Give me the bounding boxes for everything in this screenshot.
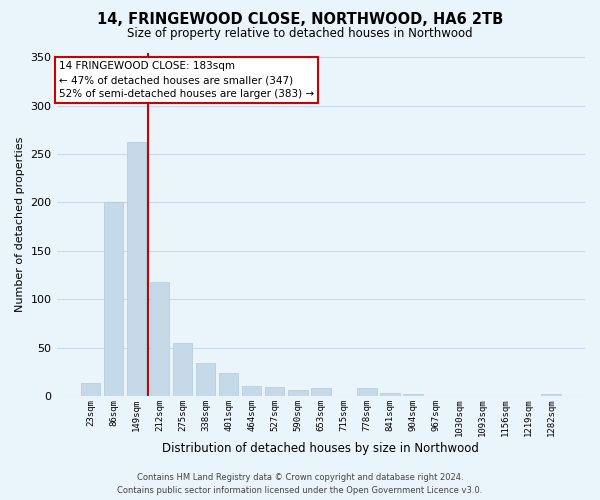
Bar	[196, 363, 215, 396]
Bar	[311, 388, 331, 396]
Bar	[288, 390, 308, 396]
Bar	[403, 394, 423, 396]
Bar	[173, 343, 193, 396]
Text: Size of property relative to detached houses in Northwood: Size of property relative to detached ho…	[127, 28, 473, 40]
Bar	[265, 388, 284, 396]
X-axis label: Distribution of detached houses by size in Northwood: Distribution of detached houses by size …	[163, 442, 479, 455]
Bar	[380, 393, 400, 396]
Bar	[541, 394, 561, 396]
Y-axis label: Number of detached properties: Number of detached properties	[15, 136, 25, 312]
Bar	[104, 202, 123, 396]
Bar	[127, 142, 146, 396]
Bar	[149, 282, 169, 396]
Text: 14 FRINGEWOOD CLOSE: 183sqm
← 47% of detached houses are smaller (347)
52% of se: 14 FRINGEWOOD CLOSE: 183sqm ← 47% of det…	[59, 61, 314, 99]
Text: 14, FRINGEWOOD CLOSE, NORTHWOOD, HA6 2TB: 14, FRINGEWOOD CLOSE, NORTHWOOD, HA6 2TB	[97, 12, 503, 28]
Bar	[357, 388, 377, 396]
Bar	[219, 373, 238, 396]
Text: Contains HM Land Registry data © Crown copyright and database right 2024.
Contai: Contains HM Land Registry data © Crown c…	[118, 474, 482, 495]
Bar	[242, 386, 262, 396]
Bar	[80, 384, 100, 396]
